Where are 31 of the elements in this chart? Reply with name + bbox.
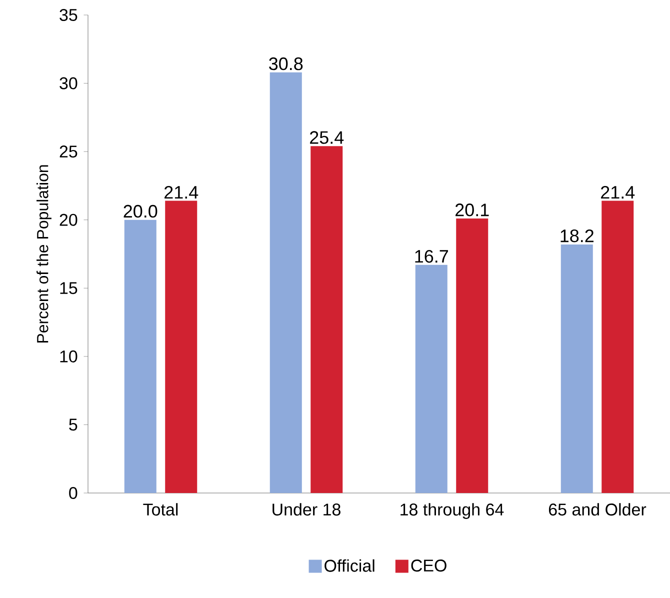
y-axis-title: Percent of the Population xyxy=(36,165,52,343)
bar xyxy=(310,146,343,493)
y-tick-label: 35 xyxy=(60,8,78,22)
legend-label: CEO xyxy=(411,560,446,572)
bar xyxy=(165,200,198,493)
x-tick-label: Under 18 xyxy=(272,503,340,516)
y-tick-label: 15 xyxy=(60,282,78,294)
bar xyxy=(124,220,156,493)
x-tick-label: 65 and Older xyxy=(548,503,646,516)
data-label: 20.1 xyxy=(456,204,489,216)
x-tick-label: 18 through 64 xyxy=(400,503,504,519)
bar xyxy=(456,218,488,493)
bar xyxy=(270,72,302,493)
y-tick-label: 0 xyxy=(69,486,78,500)
legend-label: Official xyxy=(324,559,374,572)
bar xyxy=(560,244,593,493)
y-tick-label: 25 xyxy=(60,146,78,158)
data-label: 25.4 xyxy=(310,131,344,144)
bar xyxy=(602,200,634,493)
data-label: 21.4 xyxy=(601,186,635,199)
data-label: 30.8 xyxy=(269,57,303,70)
y-tick-label: 10 xyxy=(60,350,78,362)
data-label: 20.0 xyxy=(124,204,158,218)
y-tick-label: 5 xyxy=(69,418,78,431)
x-tick-label: Total xyxy=(143,503,178,516)
bar xyxy=(415,264,448,493)
y-tick-label: 30 xyxy=(60,77,78,90)
y-tick-label: 20 xyxy=(60,214,78,226)
data-label: 18.2 xyxy=(560,230,594,242)
data-label: 21.4 xyxy=(164,186,198,199)
data-label: 16.7 xyxy=(415,250,448,263)
